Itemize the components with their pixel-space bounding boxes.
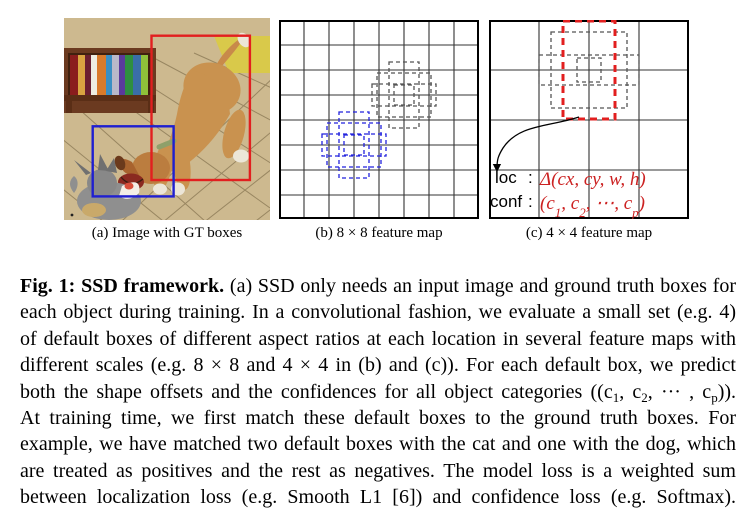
svg-text::: :	[528, 168, 533, 187]
svg-text:conf: conf	[490, 192, 522, 211]
svg-text:Δ(cx, cy, w, h): Δ(cx, cy, w, h)	[539, 169, 646, 190]
svg-text:loc: loc	[495, 168, 517, 187]
svg-text::: :	[528, 192, 533, 211]
svg-text:(c1, c2, ⋯, cp): (c1, c2, ⋯, cp)	[540, 193, 645, 219]
